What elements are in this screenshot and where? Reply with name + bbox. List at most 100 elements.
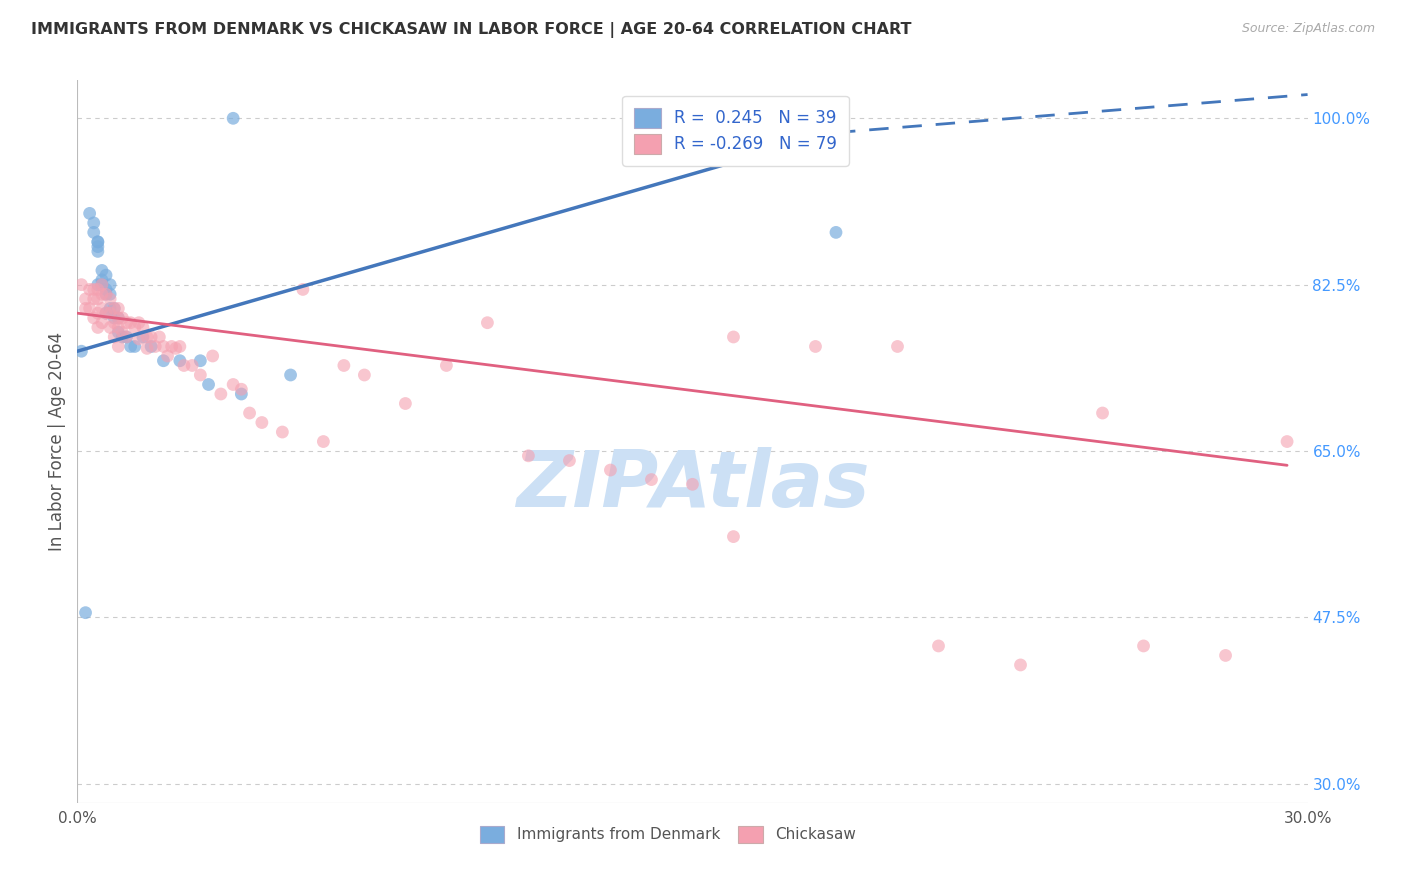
Point: [143, 339, 166, 353]
Point: [75, 301, 97, 316]
Point: [79, 301, 101, 316]
Legend: Immigrants from Denmark, Chickasaw: Immigrants from Denmark, Chickasaw: [474, 820, 862, 849]
Point: [188, 368, 212, 382]
Point: [111, 310, 134, 325]
Point: [98, 306, 121, 320]
Point: [599, 463, 621, 477]
Point: [83, 310, 105, 325]
Point: [83, 282, 105, 296]
Point: [477, 316, 499, 330]
Point: [169, 353, 191, 368]
Point: [111, 330, 134, 344]
Point: [755, 149, 778, 163]
Point: [558, 453, 581, 467]
Point: [169, 339, 191, 353]
Point: [640, 473, 662, 487]
Point: [98, 292, 121, 306]
Point: [291, 282, 314, 296]
Point: [231, 387, 253, 401]
Point: [152, 339, 174, 353]
Point: [156, 349, 179, 363]
Point: [280, 368, 302, 382]
Point: [928, 639, 950, 653]
Point: [136, 342, 159, 356]
Point: [128, 332, 150, 346]
Point: [70, 344, 93, 359]
Point: [107, 325, 129, 339]
Point: [132, 330, 155, 344]
Point: [98, 301, 121, 316]
Point: [825, 226, 848, 240]
Point: [94, 287, 117, 301]
Point: [98, 287, 121, 301]
Point: [90, 301, 114, 316]
Point: [90, 316, 114, 330]
Point: [1275, 434, 1298, 449]
Point: [115, 316, 138, 330]
Text: Source: ZipAtlas.com: Source: ZipAtlas.com: [1241, 22, 1375, 36]
Point: [353, 368, 375, 382]
Point: [173, 359, 195, 373]
Point: [231, 382, 253, 396]
Point: [107, 320, 129, 334]
Point: [83, 292, 105, 306]
Point: [107, 339, 129, 353]
Point: [141, 330, 163, 344]
Point: [94, 268, 117, 282]
Point: [197, 377, 219, 392]
Point: [90, 263, 114, 277]
Point: [107, 310, 129, 325]
Point: [312, 434, 335, 449]
Point: [165, 342, 187, 356]
Point: [107, 301, 129, 316]
Point: [188, 353, 212, 368]
Point: [83, 226, 105, 240]
Point: [87, 306, 110, 320]
Point: [271, 425, 294, 439]
Point: [682, 477, 704, 491]
Point: [103, 330, 125, 344]
Point: [239, 406, 262, 420]
Point: [87, 240, 110, 254]
Point: [250, 416, 273, 430]
Point: [152, 353, 174, 368]
Point: [160, 339, 183, 353]
Point: [148, 330, 170, 344]
Point: [141, 339, 163, 353]
Point: [517, 449, 540, 463]
Point: [222, 377, 245, 392]
Point: [136, 330, 159, 344]
Point: [94, 287, 117, 301]
Point: [87, 235, 110, 249]
Point: [128, 316, 150, 330]
Point: [79, 206, 101, 220]
Point: [103, 301, 125, 316]
Point: [120, 339, 142, 353]
Point: [394, 396, 416, 410]
Point: [94, 282, 117, 296]
Point: [90, 287, 114, 301]
Point: [181, 359, 204, 373]
Point: [115, 330, 138, 344]
Point: [132, 320, 155, 334]
Point: [87, 320, 110, 334]
Point: [107, 310, 129, 325]
Point: [87, 244, 110, 259]
Text: ZIPAtlas: ZIPAtlas: [516, 447, 869, 523]
Point: [222, 112, 245, 126]
Point: [120, 316, 142, 330]
Point: [103, 301, 125, 316]
Point: [1215, 648, 1237, 663]
Point: [75, 292, 97, 306]
Point: [886, 339, 908, 353]
Point: [87, 235, 110, 249]
Point: [87, 277, 110, 292]
Point: [90, 273, 114, 287]
Point: [124, 339, 146, 353]
Point: [333, 359, 356, 373]
Y-axis label: In Labor Force | Age 20-64: In Labor Force | Age 20-64: [48, 332, 66, 551]
Point: [87, 282, 110, 296]
Point: [1091, 406, 1114, 420]
Point: [94, 306, 117, 320]
Point: [111, 325, 134, 339]
